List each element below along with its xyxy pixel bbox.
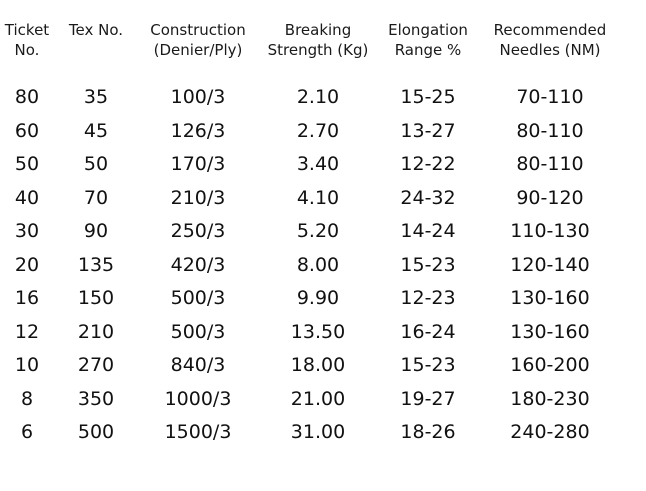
header-line: Tex No. <box>68 21 124 39</box>
table-cell: 70-110 <box>516 86 584 108</box>
table-cell: 240-280 <box>510 421 590 443</box>
header-line: Recommended <box>493 21 607 39</box>
table-cell: 45 <box>83 120 109 142</box>
table-row: 60 45 126/3 2.70 13-27 80-110 <box>0 116 646 146</box>
table-cell: 12-22 <box>400 153 456 175</box>
table-cell: 12 <box>14 321 40 343</box>
table-cell: 8 <box>20 388 34 410</box>
table-row: 16 150 500/3 9.90 12-23 130-160 <box>0 283 646 313</box>
table-cell: 130-160 <box>510 321 590 343</box>
header-construction: Construction (Denier/Ply) <box>138 20 258 60</box>
table-row: 6 500 1500/3 31.00 18-26 240-280 <box>0 417 646 447</box>
table-row: 20 135 420/3 8.00 15-23 120-140 <box>0 250 646 280</box>
table-cell: 15-25 <box>400 86 456 108</box>
table-row: 40 70 210/3 4.10 24-32 90-120 <box>0 183 646 213</box>
table-cell: 40 <box>14 187 40 209</box>
table-cell: 500/3 <box>170 321 226 343</box>
table-cell: 35 <box>83 86 109 108</box>
table-cell: 31.00 <box>290 421 346 443</box>
table-cell: 90 <box>83 220 109 242</box>
table-cell: 840/3 <box>170 354 226 376</box>
table-cell: 90-120 <box>516 187 584 209</box>
table-cell: 126/3 <box>170 120 226 142</box>
header-line: No. <box>14 41 40 59</box>
table-cell: 500/3 <box>170 287 226 309</box>
table-cell: 420/3 <box>170 254 226 276</box>
table-cell: 120-140 <box>510 254 590 276</box>
table-cell: 150 <box>77 287 115 309</box>
table-cell: 15-23 <box>400 354 456 376</box>
header-line: Range % <box>394 41 462 59</box>
table-cell: 350 <box>77 388 115 410</box>
table-cell: 10 <box>14 354 40 376</box>
table-header: Ticket No. Tex No. Construction (Denier/… <box>0 20 646 64</box>
table-cell: 170/3 <box>170 153 226 175</box>
header-line: Construction <box>150 21 246 39</box>
table-cell: 12-23 <box>400 287 456 309</box>
table-cell: 16-24 <box>400 321 456 343</box>
table-cell: 4.10 <box>296 187 340 209</box>
table-cell: 130-160 <box>510 287 590 309</box>
table-cell: 13.50 <box>290 321 346 343</box>
table-cell: 13-27 <box>400 120 456 142</box>
table-cell: 135 <box>77 254 115 276</box>
table-cell: 110-130 <box>510 220 590 242</box>
header-line: Breaking <box>284 21 352 39</box>
table-cell: 6 <box>20 421 34 443</box>
header-line: Ticket <box>4 21 50 39</box>
table-cell: 15-23 <box>400 254 456 276</box>
table-row: 80 35 100/3 2.10 15-25 70-110 <box>0 82 646 112</box>
table-cell: 16 <box>14 287 40 309</box>
table-cell: 50 <box>14 153 40 175</box>
table-cell: 270 <box>77 354 115 376</box>
table-row: 12 210 500/3 13.50 16-24 130-160 <box>0 317 646 347</box>
table-cell: 80 <box>14 86 40 108</box>
table-cell: 18-26 <box>400 421 456 443</box>
table-cell: 1000/3 <box>164 388 232 410</box>
table-cell: 20 <box>14 254 40 276</box>
header-line: (Denier/Ply) <box>153 41 243 59</box>
table-cell: 8.00 <box>296 254 340 276</box>
table-cell: 100/3 <box>170 86 226 108</box>
header-ticket-no: Ticket No. <box>0 20 54 60</box>
header-recommended-needles: Recommended Needles (NM) <box>486 20 614 60</box>
table-cell: 9.90 <box>296 287 340 309</box>
table-cell: 210 <box>77 321 115 343</box>
header-elongation-range: Elongation Range % <box>380 20 476 60</box>
table-cell: 5.20 <box>296 220 340 242</box>
table-cell: 14-24 <box>400 220 456 242</box>
table-cell: 18.00 <box>290 354 346 376</box>
table-cell: 60 <box>14 120 40 142</box>
table-cell: 210/3 <box>170 187 226 209</box>
table-row: 10 270 840/3 18.00 15-23 160-200 <box>0 350 646 380</box>
table-cell: 180-230 <box>510 388 590 410</box>
table-cell: 21.00 <box>290 388 346 410</box>
table-cell: 1500/3 <box>164 421 232 443</box>
table-cell: 2.70 <box>296 120 340 142</box>
table-cell: 70 <box>83 187 109 209</box>
table-cell: 2.10 <box>296 86 340 108</box>
header-line: Strength (Kg) <box>267 41 369 59</box>
table-row: 8 350 1000/3 21.00 19-27 180-230 <box>0 384 646 414</box>
table-cell: 80-110 <box>516 153 584 175</box>
table-cell: 80-110 <box>516 120 584 142</box>
table-cell: 30 <box>14 220 40 242</box>
table-cell: 250/3 <box>170 220 226 242</box>
table-cell: 160-200 <box>510 354 590 376</box>
header-line: Needles (NM) <box>499 41 601 59</box>
header-line: Elongation <box>388 21 468 39</box>
table-cell: 3.40 <box>296 153 340 175</box>
table-row: 50 50 170/3 3.40 12-22 80-110 <box>0 149 646 179</box>
header-tex-no: Tex No. <box>58 20 134 40</box>
table-cell: 24-32 <box>400 187 456 209</box>
table-cell: 50 <box>83 153 109 175</box>
table-cell: 19-27 <box>400 388 456 410</box>
table-cell: 500 <box>77 421 115 443</box>
header-breaking-strength: Breaking Strength (Kg) <box>262 20 374 60</box>
table-row: 30 90 250/3 5.20 14-24 110-130 <box>0 216 646 246</box>
